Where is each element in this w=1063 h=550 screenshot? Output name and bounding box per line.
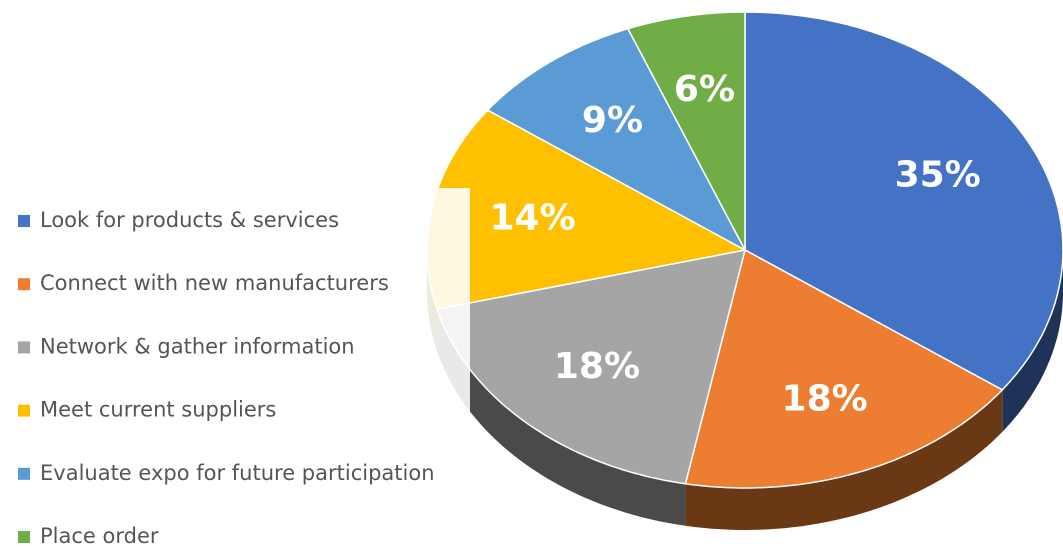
legend-swatch — [18, 531, 30, 543]
legend-panel — [0, 188, 470, 550]
slice — [744, 11, 1063, 391]
legend-label: Look for products & services — [40, 208, 339, 232]
data-label: 9% — [582, 100, 643, 141]
data-label: 18% — [782, 378, 868, 419]
slice-side — [685, 389, 1003, 530]
slice — [486, 27, 747, 252]
data-label: 6% — [674, 69, 735, 110]
slice — [626, 11, 746, 251]
slice-side — [1002, 250, 1063, 432]
legend-swatch — [18, 404, 30, 417]
legend-label: Place order — [40, 524, 159, 548]
data-label: 14% — [490, 198, 576, 239]
legend-swatch — [18, 215, 30, 227]
slice-side — [437, 309, 686, 526]
legend-label: Evaluate expo for future participation — [40, 461, 435, 485]
legend-label: Connect with new manufacturers — [40, 271, 389, 295]
legend-swatch — [18, 278, 30, 291]
data-label: 18% — [554, 346, 640, 387]
legend-label: Network & gather information — [40, 334, 355, 358]
data-label: 35% — [895, 155, 981, 196]
legend-label: Meet current suppliers — [40, 398, 276, 422]
slice — [684, 248, 1004, 489]
legend-swatch — [18, 341, 30, 354]
legend-swatch — [18, 467, 30, 480]
